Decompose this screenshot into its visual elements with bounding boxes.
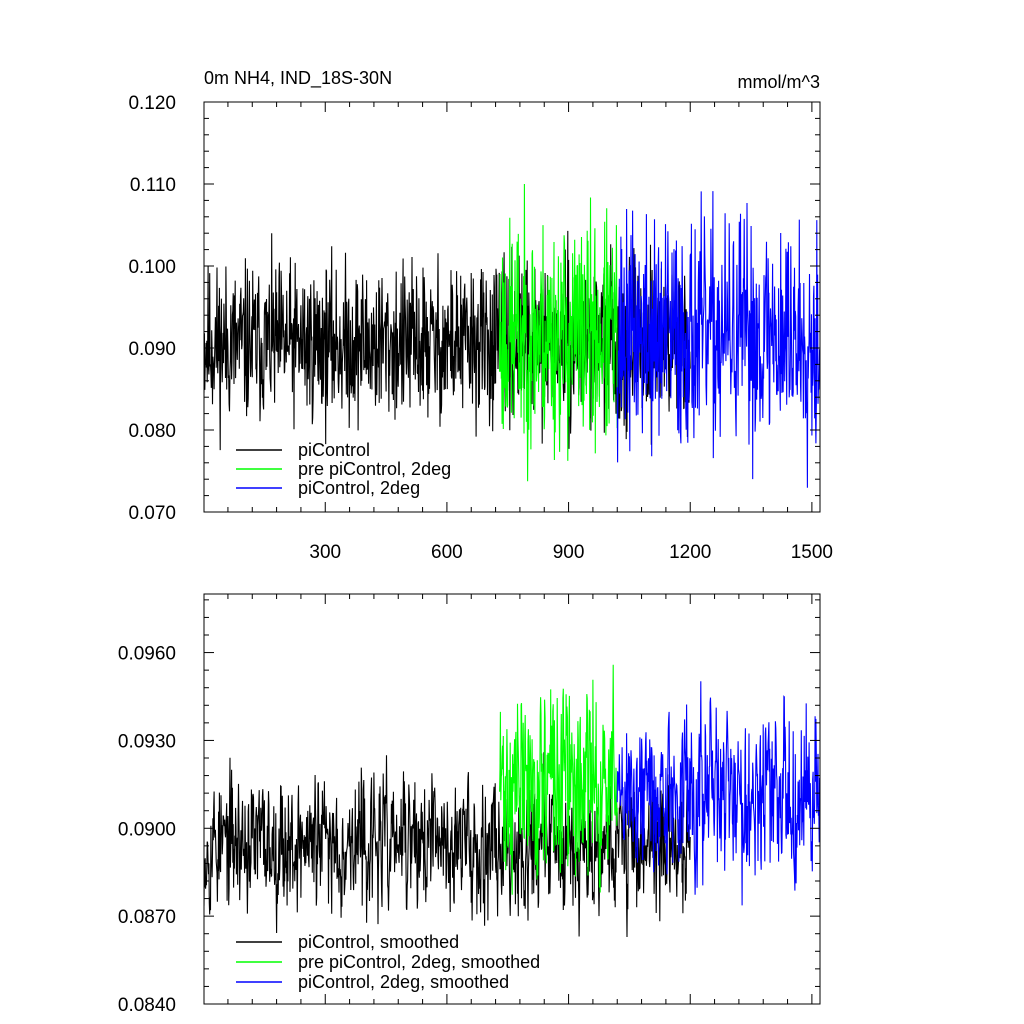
y-tick-label: 0.0900 xyxy=(118,819,176,840)
chart-title: 0m NH4, IND_18S-30N xyxy=(204,68,392,89)
y-tick-label: 0.0960 xyxy=(118,644,176,665)
x-tick-label: 600 xyxy=(431,542,463,563)
y-tick-label: 0.100 xyxy=(128,257,176,278)
y-tick-label: 0.120 xyxy=(128,93,176,114)
plot-frame xyxy=(203,101,821,513)
x-tick-label: 300 xyxy=(309,542,341,563)
y-tick-label: 0.070 xyxy=(128,503,176,524)
y-tick-label: 0.090 xyxy=(128,339,176,360)
legend-label: piControl, 2deg xyxy=(298,478,420,498)
x-tick-label: 900 xyxy=(553,542,585,563)
legend-label: pre piControl, 2deg, smoothed xyxy=(298,952,540,972)
y-tick-label: 0.0870 xyxy=(118,907,176,928)
units-label: mmol/m^3 xyxy=(738,72,820,92)
bottom-axes: 0.0840 0.0870 0.0900 0.0930 0.0960 xyxy=(118,593,821,1016)
legend-label: piControl xyxy=(298,440,370,460)
y-tick-label: 0.0930 xyxy=(118,731,176,752)
series-line-2 xyxy=(499,183,618,482)
y-tick-label: 0.080 xyxy=(128,421,176,442)
top-panel: 0m NH4, IND_18S-30N mmol/m^3 0.0700.0800… xyxy=(128,68,833,563)
top-axes: 0.070 0.080 0.090 0.100 0.110 0.120 300 600 900 1… xyxy=(128,93,833,563)
series-line-3 xyxy=(616,681,820,906)
series-line-3 xyxy=(616,191,820,488)
y-tick-label: 0.0840 xyxy=(118,995,176,1016)
series-line-2 xyxy=(499,664,618,895)
x-tick-label: 1200 xyxy=(669,542,711,563)
legend-label: piControl, smoothed xyxy=(298,932,459,952)
legend-label: pre piControl, 2deg xyxy=(298,459,451,479)
plot-frame xyxy=(203,593,821,1005)
y-tick-label: 0.110 xyxy=(130,175,176,196)
series-line-1 xyxy=(204,752,691,938)
legend-label: piControl, 2deg, smoothed xyxy=(298,972,509,992)
x-tick-label: 1500 xyxy=(791,542,833,563)
bottom-panel: 0.0840 0.0870 0.0900 0.0930 0.0960 piControl… xyxy=(118,593,821,1016)
top-series-group xyxy=(204,183,820,488)
bottom-series-group xyxy=(204,664,820,938)
